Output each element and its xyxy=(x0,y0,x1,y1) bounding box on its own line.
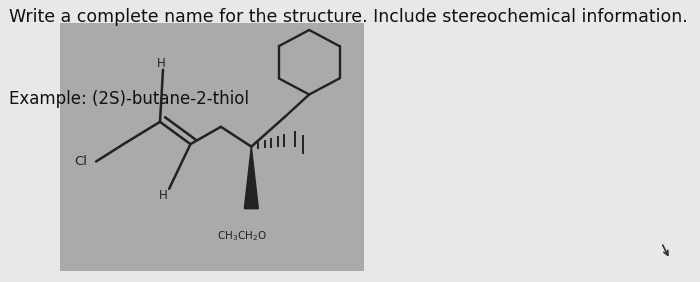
Text: Write a complete name for the structure. Include stereochemical information.: Write a complete name for the structure.… xyxy=(9,8,688,27)
Text: H: H xyxy=(157,57,166,70)
Text: Example: (2S)-butane-2-thiol: Example: (2S)-butane-2-thiol xyxy=(9,90,249,108)
Bar xyxy=(60,23,364,271)
Text: $\mathregular{CH_3CH_2O}$: $\mathregular{CH_3CH_2O}$ xyxy=(217,229,267,243)
Text: Cl: Cl xyxy=(74,155,88,168)
Polygon shape xyxy=(244,147,258,209)
Text: H: H xyxy=(159,189,167,202)
